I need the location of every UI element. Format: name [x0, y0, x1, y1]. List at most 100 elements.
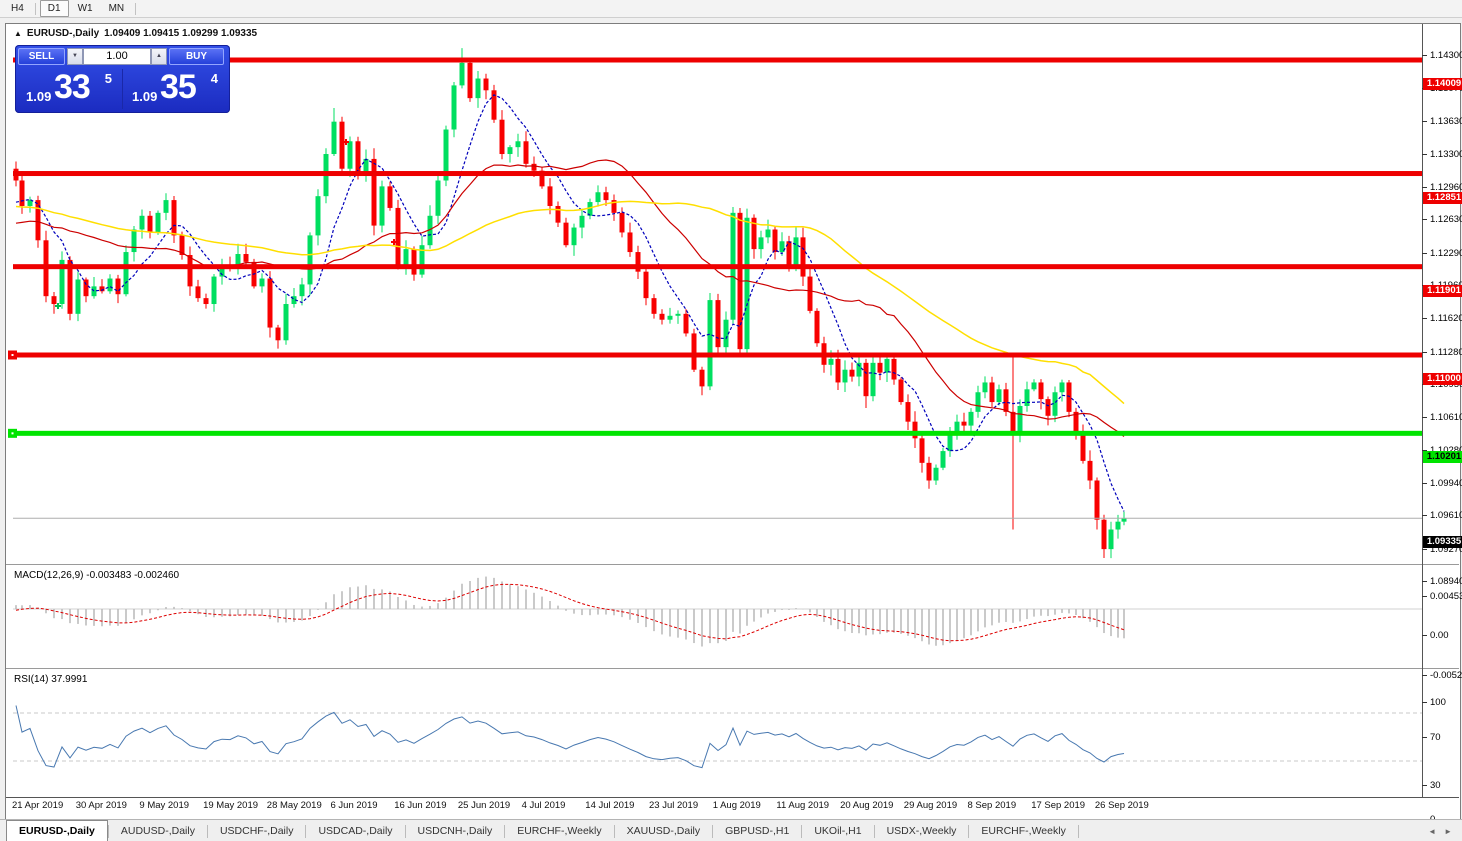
ma-fast-blue: [15, 94, 1125, 512]
horizontal-level-line-1.11000[interactable]: [13, 352, 1422, 358]
candle-body: [926, 462, 932, 481]
candle-body: [723, 319, 729, 348]
timeframe-button-mn[interactable]: MN: [108, 3, 125, 14]
chart-tab-eurusd-daily[interactable]: EURUSD-,Daily: [6, 820, 108, 841]
pane-separator-macd[interactable]: [6, 564, 1459, 565]
sell-price-big: 33: [54, 68, 91, 106]
candle-body: [475, 78, 481, 99]
toolbar-separator: [135, 2, 137, 15]
candle-body: [1003, 389, 1009, 412]
macd-pane: [13, 576, 1422, 647]
volume-increase-button[interactable]: ▲: [151, 48, 167, 65]
buy-price-base: 1.09: [132, 89, 158, 104]
candle-body: [947, 431, 953, 452]
volume-input[interactable]: 1.00: [83, 48, 151, 65]
candle-body: [1010, 411, 1016, 436]
chart-tab-eurchf-weekly[interactable]: EURCHF-,Weekly: [517, 825, 602, 837]
candle-body: [579, 215, 585, 228]
date-tick-label: 21 Apr 2019: [12, 800, 64, 811]
candle-body: [99, 286, 105, 292]
price-tick-dash: [1422, 153, 1427, 155]
date-tick-label: 8 Sep 2019: [967, 800, 1017, 811]
candle-body: [898, 379, 904, 403]
horizontal-level-line-1.11901[interactable]: [13, 264, 1422, 270]
chart-window: ▲ EURUSD-,Daily 1.09409 1.09415 1.09299 …: [5, 23, 1462, 825]
pane-separator-rsi[interactable]: [6, 668, 1459, 669]
level-price-label-1.14009: 1.14009: [1423, 78, 1462, 90]
trade-panel-controls: SELL ▼ 1.00 ▲ BUY: [18, 48, 227, 65]
candle-body: [139, 215, 145, 230]
candle-body: [435, 180, 441, 216]
date-tick-label: 6 Jun 2019: [330, 800, 378, 811]
candle-body: [411, 249, 417, 275]
rsi-tick-label: 30: [1430, 780, 1441, 791]
candles-group: [13, 48, 1127, 559]
chart-tab-usdcad-daily[interactable]: USDCAD-,Daily: [318, 825, 393, 837]
candle-body: [115, 278, 121, 295]
timeframe-button-h4[interactable]: H4: [11, 3, 24, 14]
chart-tab-usdchf-daily[interactable]: USDCHF-,Daily: [219, 825, 294, 837]
rsi-tick-label: 100: [1430, 697, 1446, 708]
chart-tab-usdx-weekly[interactable]: USDX-,Weekly: [886, 825, 957, 837]
horizontal-level-line-1.10201[interactable]: [13, 430, 1422, 436]
volume-decrease-button[interactable]: ▼: [67, 48, 83, 65]
rsi-indicator-label: RSI(14) 37.9991: [14, 674, 88, 685]
chart-tab-audusd-daily[interactable]: AUDUSD-,Daily: [120, 825, 195, 837]
trade-marker-cross: [55, 303, 61, 309]
sell-button[interactable]: SELL: [18, 48, 65, 65]
horizontal-level-line-1.12851[interactable]: [13, 171, 1422, 177]
tab-separator: [206, 824, 208, 838]
buy-button[interactable]: BUY: [169, 48, 224, 65]
candle-body: [331, 121, 337, 155]
price-tick-label: 1.13300: [1430, 148, 1462, 160]
price-tick-label: 1.10610: [1430, 412, 1462, 424]
candle-body: [539, 170, 545, 187]
tab-scroll-left-icon[interactable]: ◄: [1428, 826, 1437, 836]
candle-body: [523, 141, 529, 164]
candle-body: [515, 141, 521, 148]
candle-body: [467, 62, 473, 99]
candle-body: [107, 278, 113, 292]
xaxis-separator: [6, 797, 1459, 798]
candle-body: [267, 278, 273, 328]
price-tick-dash: [1422, 449, 1427, 451]
candle-body: [919, 438, 925, 463]
chart-ohlc-header: ▲ EURUSD-,Daily 1.09409 1.09415 1.09299 …: [14, 28, 257, 39]
date-tick-label: 30 Apr 2019: [75, 800, 127, 811]
chart-tab-ukoil-h1[interactable]: UKOil-,H1: [814, 825, 862, 837]
price-tick-dash: [1422, 55, 1427, 57]
chart-tab-gbpusd-h1[interactable]: GBPUSD-,H1: [725, 825, 790, 837]
candle-body: [19, 180, 25, 206]
price-tick-label: 1.13630: [1430, 116, 1462, 128]
buy-price-display[interactable]: 1.09 35 4: [124, 67, 227, 111]
trade-panel-divider: [122, 69, 123, 109]
candle-body: [35, 200, 41, 241]
timeframe-button-w1[interactable]: W1: [77, 3, 93, 14]
macd-indicator-label: MACD(12,26,9) -0.003483 -0.002460: [14, 570, 180, 581]
candle-body: [779, 241, 785, 253]
chart-tab-usdcnh-daily[interactable]: USDCNH-,Daily: [417, 825, 493, 837]
collapse-panel-icon[interactable]: ▲: [14, 29, 22, 38]
candle-body: [772, 229, 778, 253]
timeframe-button-d1[interactable]: D1: [39, 0, 69, 17]
macd-signal-line: [15, 583, 1125, 642]
candle-body: [75, 279, 81, 314]
date-tick-label: 29 Aug 2019: [903, 800, 958, 811]
main-price-pane: [8, 48, 1422, 559]
sell-price-display[interactable]: 1.09 33 5: [18, 67, 121, 111]
price-tick-label: 1.09610: [1430, 510, 1462, 522]
tab-separator: [107, 824, 109, 838]
candle-body: [800, 237, 806, 277]
candle-body: [954, 421, 960, 432]
chart-tab-eurchf-weekly[interactable]: EURCHF-,Weekly: [981, 825, 1066, 837]
candle-body: [355, 141, 361, 174]
tab-scroll-right-icon[interactable]: ►: [1444, 826, 1452, 836]
candle-body: [856, 362, 862, 377]
candle-body: [842, 369, 848, 383]
candle-body: [1066, 382, 1072, 412]
chart-ohlc-values: 1.09409 1.09415 1.09299 1.09335: [104, 28, 258, 39]
horizontal-level-line-1.14009[interactable]: [13, 57, 1422, 63]
chart-tab-xauusd-daily[interactable]: XAUUSD-,Daily: [626, 825, 701, 837]
chart-plot-area[interactable]: ▲ EURUSD-,Daily 1.09409 1.09415 1.09299 …: [6, 24, 1462, 825]
line-anchor-dot: [11, 354, 14, 356]
